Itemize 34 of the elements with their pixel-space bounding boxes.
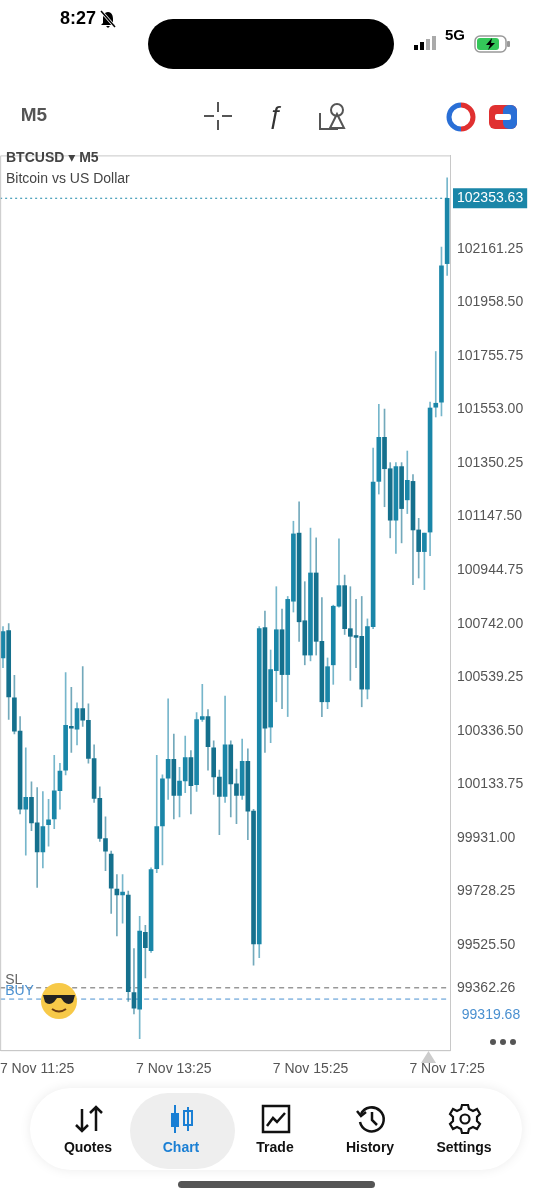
chart-title: BTCUSD ▾ M5 [6,149,99,165]
y-tick-label: 99362.26 [457,978,516,995]
text: Chart [161,1139,201,1155]
y-tick-label: 100539.25 [457,668,524,685]
y-tick-label: 100742.00 [457,614,524,631]
y-tick-label: 101147.50 [457,507,523,524]
y-tick-label: 102161.25 [457,239,524,256]
y-tick-label: 99931.00 [457,828,516,845]
text: Quotes [62,1139,114,1155]
x-tick-label: 7 Nov 13:25 [136,1060,212,1077]
text: M5 [19,104,49,126]
y-tick-label: 99525.50 [457,935,516,952]
candlestick [433,351,439,418]
text: 5G [444,26,466,43]
ref-line-label: 102353.63 [457,189,524,206]
y-tick-label: 100944.75 [457,561,524,577]
y-tick-label: 100133.75 [457,775,524,792]
y-tick-label: 100336.50 [457,721,524,738]
text: Trade [255,1139,295,1155]
x-tick-label: 7 Nov 17:25 [409,1060,486,1077]
text: 8:27 [59,8,97,29]
y-tick-label: 101755.75 [457,346,524,363]
text: Bitcoin vs US Dollar [6,170,130,186]
text: ƒ [266,100,284,131]
y-tick-label: 99728.25 [457,882,516,899]
text: History [344,1139,396,1155]
candlestick [23,747,29,856]
x-tick-label: 7 Nov 11:25 [0,1060,75,1077]
text: 99319.68 [460,1006,522,1022]
x-tick-label: 7 Nov 15:25 [272,1060,349,1077]
y-tick-label: 101958.50 [457,293,524,310]
y-tick-label: 101553.00 [457,400,524,417]
text: Settings [435,1139,493,1155]
y-tick-label: 101350.25 [457,453,524,470]
